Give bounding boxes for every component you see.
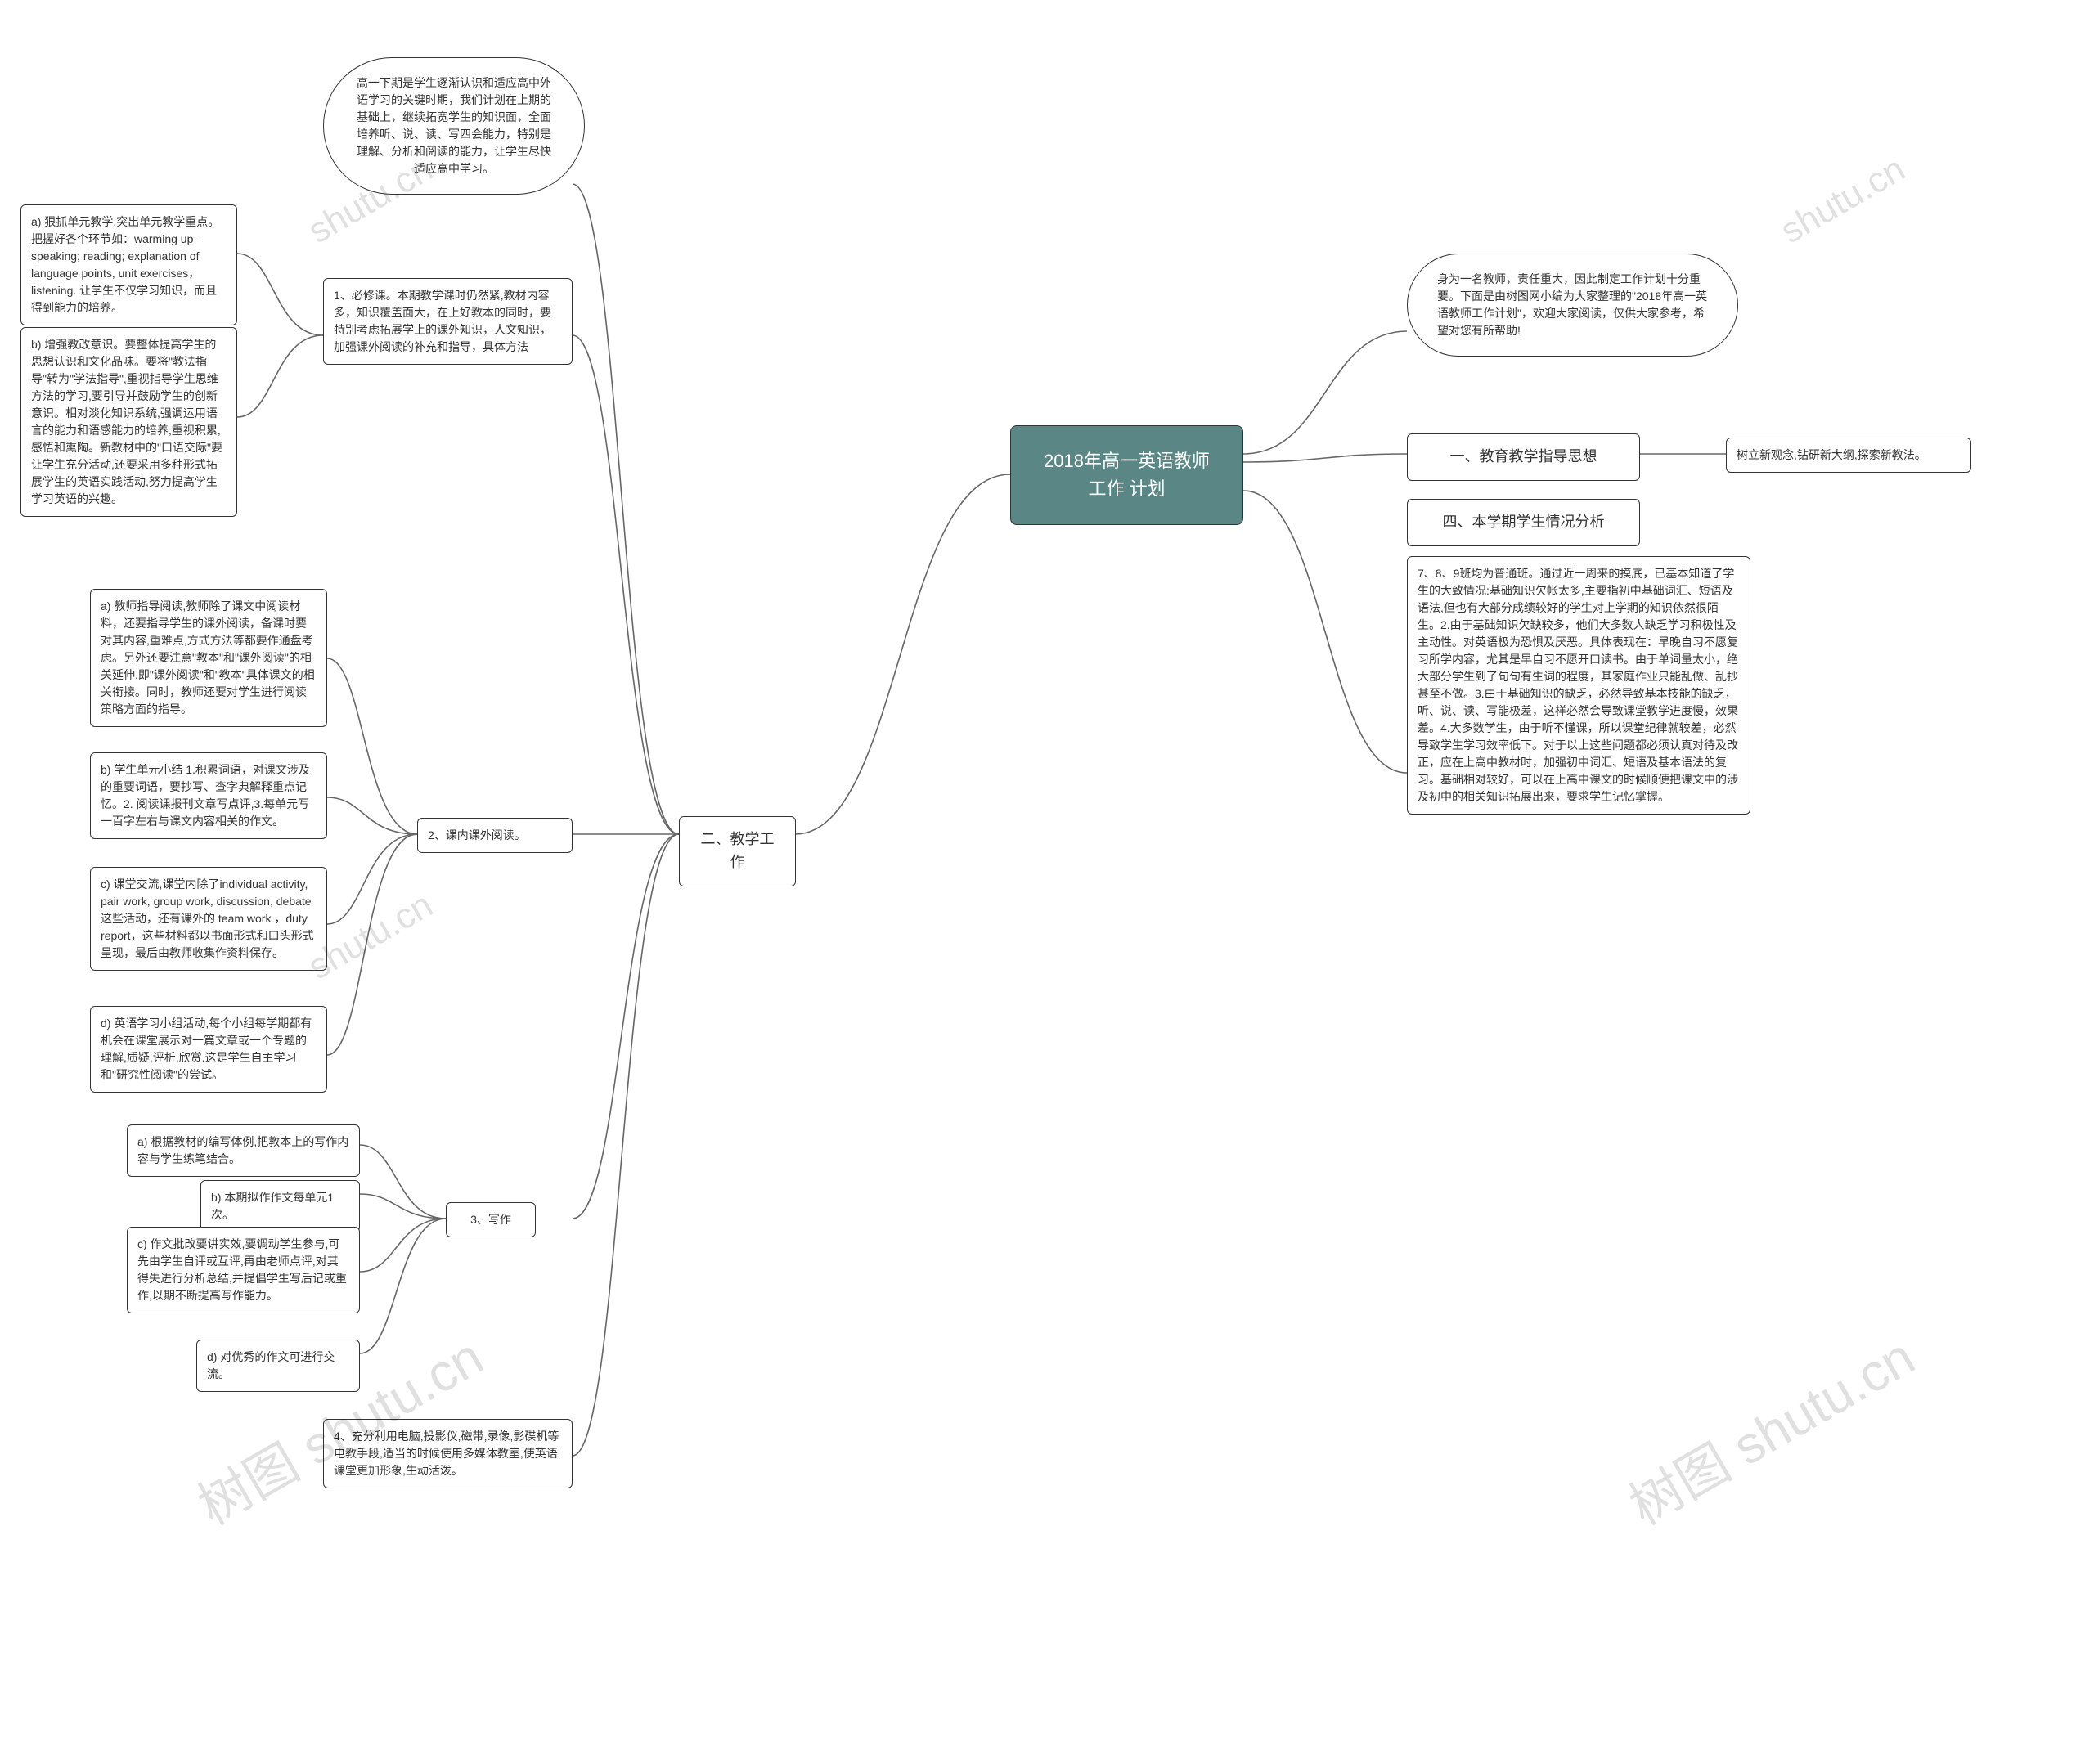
sec2-2-d-text: d) 英语学习小组活动,每个小组每学期都有机会在课堂展示对一篇文章或一个专题的理… xyxy=(101,1017,312,1081)
sec2-2-a-text: a) 教师指导阅读,教师除了课文中阅读材料，还要指导学生的课外阅读，备课时要对其… xyxy=(101,599,315,716)
section-1-leaf-text: 树立新观念,钻研新大纲,探索新教法。 xyxy=(1737,448,1926,461)
sec2-4-text: 4、充分利用电脑,投影仪,磁带,录像,影碟机等电教手段,适当的时候使用多媒体教室… xyxy=(334,1430,559,1477)
root-node: 2018年高一英语教师工作 计划 xyxy=(1010,425,1243,525)
sec2-2-label: 2、课内课外阅读。 xyxy=(428,828,526,842)
section-4-text: 7、8、9班均为普通班。通过近一周来的摸底，已基本知道了学生的大致情况:基础知识… xyxy=(1407,556,1750,815)
sec2-3-b-text: b) 本期拟作作文每单元1次。 xyxy=(211,1191,334,1221)
sec2-4: 4、充分利用电脑,投影仪,磁带,录像,影碟机等电教手段,适当的时候使用多媒体教室… xyxy=(323,1419,573,1488)
section-1-leaf: 树立新观念,钻研新大纲,探索新教法。 xyxy=(1726,438,1971,473)
intro-right: 身为一名教师，责任重大，因此制定工作计划十分重要。下面是由树图网小编为大家整理的… xyxy=(1407,254,1738,357)
section-2: 二、教学工作 xyxy=(679,816,796,886)
sec2-2-d: d) 英语学习小组活动,每个小组每学期都有机会在课堂展示对一篇文章或一个专题的理… xyxy=(90,1006,327,1093)
sec2-1-b: b) 增强教改意识。要整体提高学生的思想认识和文化品味。要将"教法指导"转为"学… xyxy=(20,327,237,517)
sec2-2-a: a) 教师指导阅读,教师除了课文中阅读材料，还要指导学生的课外阅读，备课时要对其… xyxy=(90,589,327,727)
section-4: 四、本学期学生情况分析 xyxy=(1407,499,1640,546)
sec2-1-label: 1、必修课。本期教学课时仍然紧,教材内容多，知识覆盖面大，在上好教本的同时，要特… xyxy=(334,289,551,353)
section-1: 一、教育教学指导思想 xyxy=(1407,433,1640,481)
sec2-3-c-text: c) 作文批改要讲实效,要调动学生参与,可先由学生自评或互评,再由老师点评,对其… xyxy=(137,1237,347,1302)
section-1-label: 一、教育教学指导思想 xyxy=(1450,448,1597,465)
sec2-3-a-text: a) 根据教材的编写体例,把教本上的写作内容与学生练笔结合。 xyxy=(137,1135,348,1165)
sec2-3-d: d) 对优秀的作文可进行交流。 xyxy=(196,1340,360,1392)
sec2-2-b-text: b) 学生单元小结 1.积累词语，对课文涉及的重要词语，要抄写、查字典解释重点记… xyxy=(101,763,310,828)
section-4-label: 四、本学期学生情况分析 xyxy=(1443,514,1605,530)
section-2-label: 二、教学工作 xyxy=(701,831,775,870)
sec2-3-b: b) 本期拟作作文每单元1次。 xyxy=(200,1180,360,1232)
intro-right-text: 身为一名教师，责任重大，因此制定工作计划十分重要。下面是由树图网小编为大家整理的… xyxy=(1437,272,1707,337)
section-2-intro: 高一下期是学生逐渐认识和适应高中外语学习的关键时期，我们计划在上期的基础上，继续… xyxy=(323,57,585,195)
sec2-1-a: a) 狠抓单元教学,突出单元教学重点。把握好各个环节如：warming up–s… xyxy=(20,204,237,325)
root-title: 2018年高一英语教师工作 计划 xyxy=(1044,451,1210,499)
sec2-3: 3、写作 xyxy=(446,1202,536,1237)
sec2-3-a: a) 根据教材的编写体例,把教本上的写作内容与学生练笔结合。 xyxy=(127,1124,360,1177)
sec2-2-b: b) 学生单元小结 1.积累词语，对课文涉及的重要词语，要抄写、查字典解释重点记… xyxy=(90,752,327,839)
sec2-2: 2、课内课外阅读。 xyxy=(417,818,573,853)
sec2-3-label: 3、写作 xyxy=(470,1213,511,1226)
sec2-2-c: c) 课堂交流,课堂内除了individual activity, pair w… xyxy=(90,867,327,971)
section-2-intro-text: 高一下期是学生逐渐认识和适应高中外语学习的关键时期，我们计划在上期的基础上，继续… xyxy=(357,76,551,175)
watermark: 树图 shutu.cn xyxy=(1614,1316,1926,1540)
sec2-1-b-text: b) 增强教改意识。要整体提高学生的思想认识和文化品味。要将"教法指导"转为"学… xyxy=(31,338,222,505)
sec2-3-d-text: d) 对优秀的作文可进行交流。 xyxy=(207,1350,335,1380)
watermark: shutu.cn xyxy=(1774,149,1912,252)
sec2-1: 1、必修课。本期教学课时仍然紧,教材内容多，知识覆盖面大，在上好教本的同时，要特… xyxy=(323,278,573,365)
sec2-1-a-text: a) 狠抓单元教学,突出单元教学重点。把握好各个环节如：warming up–s… xyxy=(31,215,219,314)
sec2-3-c: c) 作文批改要讲实效,要调动学生参与,可先由学生自评或互评,再由老师点评,对其… xyxy=(127,1227,360,1313)
sec2-2-c-text: c) 课堂交流,课堂内除了individual activity, pair w… xyxy=(101,878,314,959)
section-4-body: 7、8、9班均为普通班。通过近一周来的摸底，已基本知道了学生的大致情况:基础知识… xyxy=(1418,567,1738,803)
